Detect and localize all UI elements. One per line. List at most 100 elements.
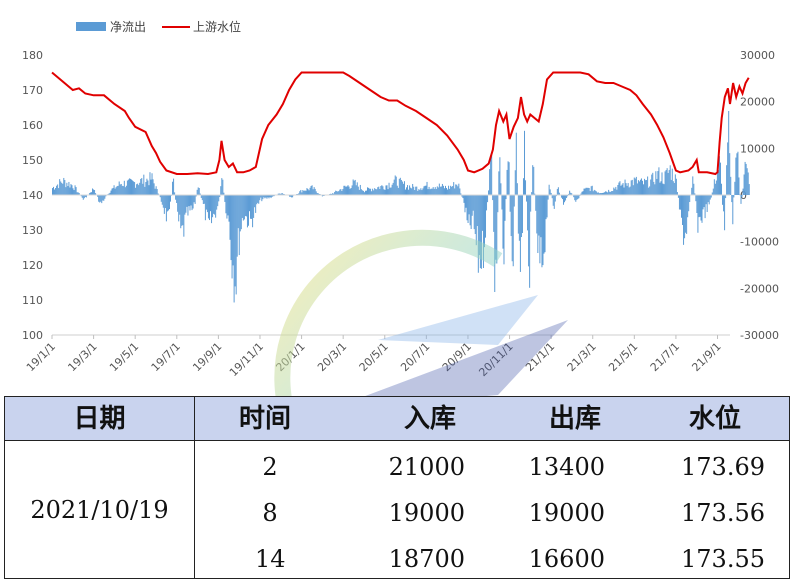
- net-outflow-bar: [102, 195, 104, 201]
- net-outflow-bar: [125, 185, 127, 195]
- net-outflow-bar: [431, 188, 433, 195]
- net-outflow-bar: [180, 195, 182, 229]
- net-outflow-bar: [197, 187, 199, 195]
- net-outflow-bar: [250, 195, 252, 219]
- net-outflow-bar: [691, 187, 693, 195]
- net-outflow-bar: [386, 185, 388, 195]
- net-outflow-bar: [195, 195, 197, 197]
- net-outflow-bar: [253, 195, 255, 218]
- net-outflow-bar: [66, 182, 68, 195]
- net-outflow-bar: [607, 192, 609, 195]
- net-outflow-bar: [414, 189, 416, 195]
- net-outflow-bar: [643, 184, 645, 195]
- net-outflow-bar: [439, 186, 441, 195]
- net-outflow-bar: [448, 185, 450, 195]
- net-outflow-bar: [157, 193, 159, 195]
- net-outflow-bar: [116, 186, 118, 195]
- net-outflow-bar: [517, 195, 519, 234]
- net-outflow-bar: [723, 195, 725, 212]
- net-outflow-bar: [265, 195, 267, 198]
- net-outflow-bar: [703, 195, 705, 208]
- net-outflow-bar: [60, 181, 62, 195]
- net-outflow-bar: [160, 195, 162, 202]
- net-outflow-bar: [440, 186, 442, 195]
- net-outflow-bar: [545, 195, 547, 220]
- net-outflow-bar: [585, 187, 587, 195]
- net-outflow-bar: [647, 176, 649, 195]
- combo-chart: 净流出 上游水位 100 110 120 130 140 150 160 170 180 300…: [22, 19, 779, 379]
- net-outflow-bar: [408, 189, 410, 195]
- net-outflow-bar: [420, 188, 422, 195]
- net-outflow-bar: [421, 190, 423, 195]
- net-outflow-bar: [688, 195, 690, 212]
- net-outflow-bar: [501, 195, 503, 210]
- net-outflow-bar: [335, 190, 337, 195]
- net-outflow-bar: [118, 181, 120, 195]
- net-outflow-bar: [144, 186, 146, 195]
- net-outflow-bar: [334, 191, 336, 195]
- net-outflow-bar: [667, 172, 669, 195]
- net-outflow-bar: [147, 180, 149, 195]
- net-outflow-bar: [700, 195, 702, 221]
- net-outflow-bar: [639, 179, 641, 195]
- net-outflow-bar: [231, 195, 233, 279]
- net-outflow-bar: [174, 192, 176, 195]
- net-outflow-bar: [95, 193, 97, 195]
- net-outflow-bar: [542, 195, 544, 266]
- net-outflow-bar: [123, 180, 125, 195]
- net-outflow-bar: [216, 195, 218, 210]
- net-outflow-bar: [508, 162, 510, 195]
- net-outflow-bar: [358, 189, 360, 195]
- net-outflow-bar: [367, 187, 369, 195]
- net-outflow-bar: [619, 181, 621, 195]
- net-outflow-bar: [471, 195, 473, 216]
- net-outflow-bar: [614, 188, 616, 195]
- net-outflow-bar: [76, 192, 78, 195]
- net-outflow-bar: [81, 195, 83, 198]
- net-outflow-bar: [407, 185, 409, 195]
- net-outflow-bar: [401, 181, 403, 195]
- x-tick-label: 20/1/1: [273, 340, 307, 374]
- net-outflow-bar: [679, 195, 681, 210]
- net-outflow-bar: [404, 189, 406, 195]
- net-outflow-bar: [461, 195, 463, 197]
- net-outflow-bar: [490, 156, 492, 195]
- net-outflow-bar: [97, 195, 99, 197]
- net-outflow-bar: [342, 189, 344, 195]
- net-outflow-bar: [73, 190, 75, 195]
- net-outflow-bar: [682, 195, 684, 226]
- net-outflow-bar: [663, 184, 665, 195]
- net-outflow-bar: [486, 195, 488, 211]
- net-outflow-bar: [735, 157, 737, 195]
- y-right-tick-label: 20000: [740, 96, 775, 109]
- cell-outflow: 13400: [528, 453, 605, 481]
- y-right-tick-label: 30000: [740, 49, 775, 62]
- net-outflow-bar: [181, 195, 183, 226]
- net-outflow-bar: [262, 195, 264, 200]
- net-outflow-bar: [684, 195, 686, 239]
- net-outflow-bar: [143, 174, 145, 195]
- net-outflow-bar: [170, 195, 172, 202]
- net-outflow-bar: [418, 189, 420, 195]
- net-outflow-bar: [415, 186, 417, 195]
- net-outflow-bar: [402, 183, 404, 195]
- net-outflow-bar: [538, 195, 540, 236]
- net-outflow-bar: [724, 195, 726, 231]
- net-outflow-bar: [122, 186, 124, 195]
- cell-time: 8: [262, 499, 278, 527]
- net-outflow-bar: [657, 171, 659, 195]
- net-outflow-bar: [71, 185, 73, 195]
- net-outflow-bar: [693, 183, 695, 195]
- net-outflow-bar: [463, 195, 465, 203]
- net-outflow-bar: [214, 195, 216, 215]
- net-outflow-bar: [52, 188, 53, 195]
- net-outflow-bar: [104, 195, 106, 199]
- net-outflow-bar: [119, 184, 121, 195]
- net-outflow-bar: [509, 195, 511, 212]
- net-outflow-bar: [172, 181, 174, 195]
- x-tick-label: 20/7/1: [398, 340, 432, 374]
- net-outflow-bar: [692, 176, 694, 195]
- y-right-tick-label: 0: [740, 189, 747, 202]
- net-outflow-bar: [478, 195, 480, 256]
- net-outflow-bar: [146, 178, 148, 195]
